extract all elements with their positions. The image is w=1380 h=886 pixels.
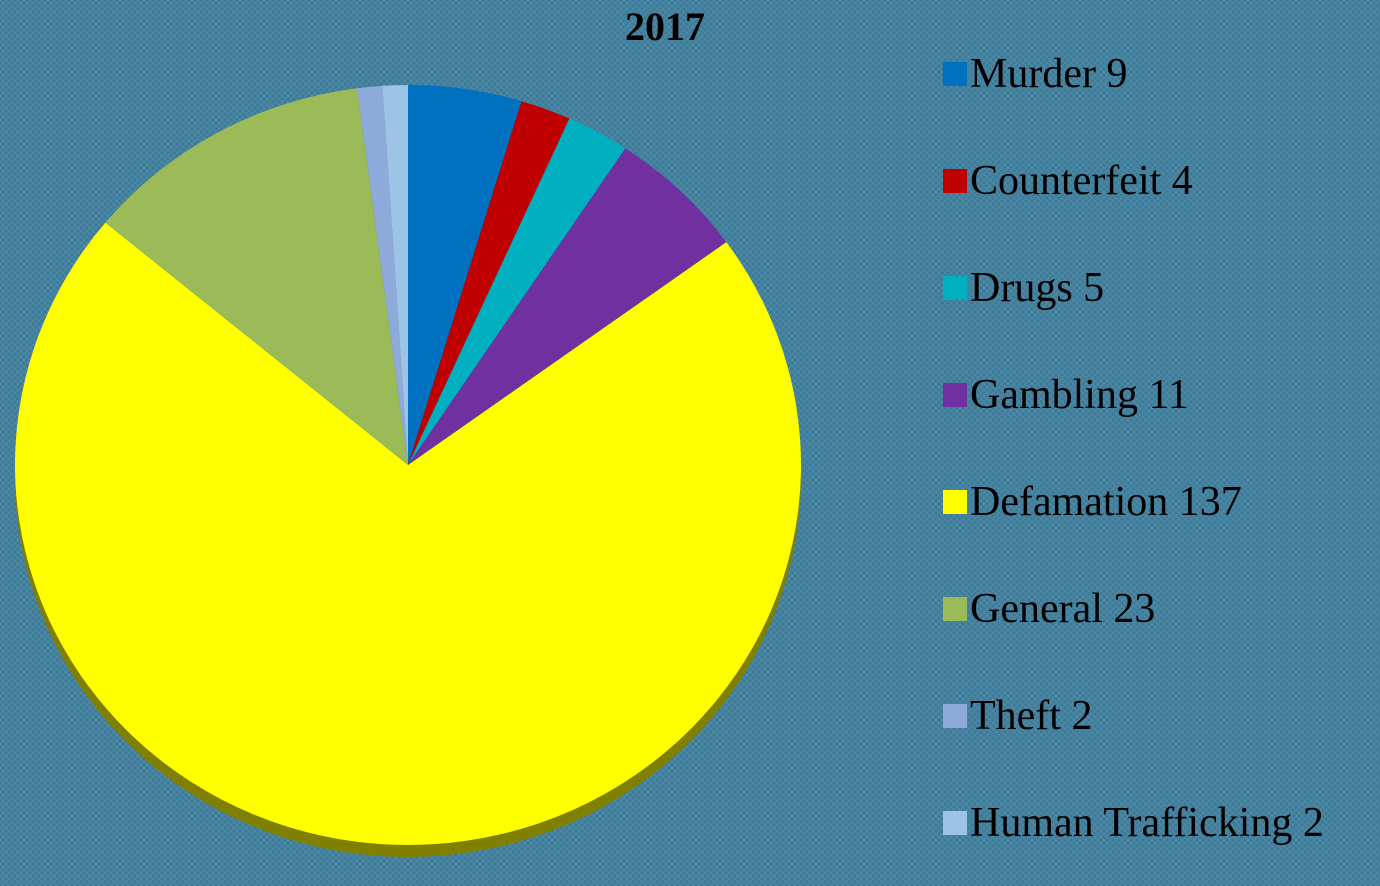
pie (15, 85, 802, 846)
legend-swatch (943, 62, 967, 86)
legend-category: General (970, 586, 1103, 632)
legend-space (1138, 372, 1149, 418)
slice (408, 85, 522, 465)
legend-space (1292, 800, 1303, 846)
slice (382, 85, 408, 465)
legend-category: Counterfeit (970, 158, 1162, 204)
slice (105, 88, 408, 465)
legend-value: 11 (1148, 372, 1188, 418)
slice (356, 85, 408, 465)
legend-label: Defamation 137 (970, 479, 1242, 525)
legend: Murder 9 Counterfeit 4 Drugs 5 Gambling 11 D… (943, 51, 1324, 846)
legend-value: 2 (1071, 693, 1092, 739)
legend-space (1161, 158, 1172, 204)
legend-label: Drugs 5 (970, 265, 1104, 311)
legend-value: 2 (1303, 800, 1324, 846)
legend-swatch (943, 383, 967, 407)
chart-title: 2017 (625, 4, 705, 49)
legend-space (1061, 693, 1072, 739)
legend-value: 9 (1106, 51, 1127, 97)
legend-swatch (943, 704, 967, 728)
legend-category: Gambling (970, 372, 1138, 418)
legend-label: General 23 (970, 586, 1155, 632)
slice (408, 148, 727, 465)
legend-swatch (943, 169, 967, 193)
legend-value: 5 (1083, 265, 1104, 311)
legend-swatch (943, 597, 967, 621)
legend-label: Theft 2 (970, 693, 1092, 739)
slice (15, 222, 802, 846)
legend-category: Theft (970, 693, 1061, 739)
slice (408, 118, 626, 466)
legend-label: Counterfeit 4 (970, 158, 1193, 204)
legend-category: Human Trafficking (970, 800, 1292, 846)
legend-swatch (943, 490, 967, 514)
legend-label: Murder 9 (970, 51, 1127, 97)
legend-category: Murder (970, 51, 1096, 97)
legend-value: 23 (1113, 586, 1155, 632)
legend-space (1168, 479, 1179, 525)
legend-value: 137 (1179, 479, 1242, 525)
legend-value: 4 (1172, 158, 1193, 204)
legend-swatch (943, 811, 967, 835)
legend-space (1103, 586, 1114, 632)
legend-swatch (943, 276, 967, 300)
legend-space (1073, 265, 1084, 311)
legend-category: Defamation (970, 479, 1168, 525)
legend-label: Gambling 11 (970, 372, 1189, 418)
slice (408, 101, 570, 465)
legend-category: Drugs (970, 265, 1073, 311)
legend-space (1096, 51, 1107, 97)
legend-label: Human Trafficking 2 (970, 800, 1324, 846)
